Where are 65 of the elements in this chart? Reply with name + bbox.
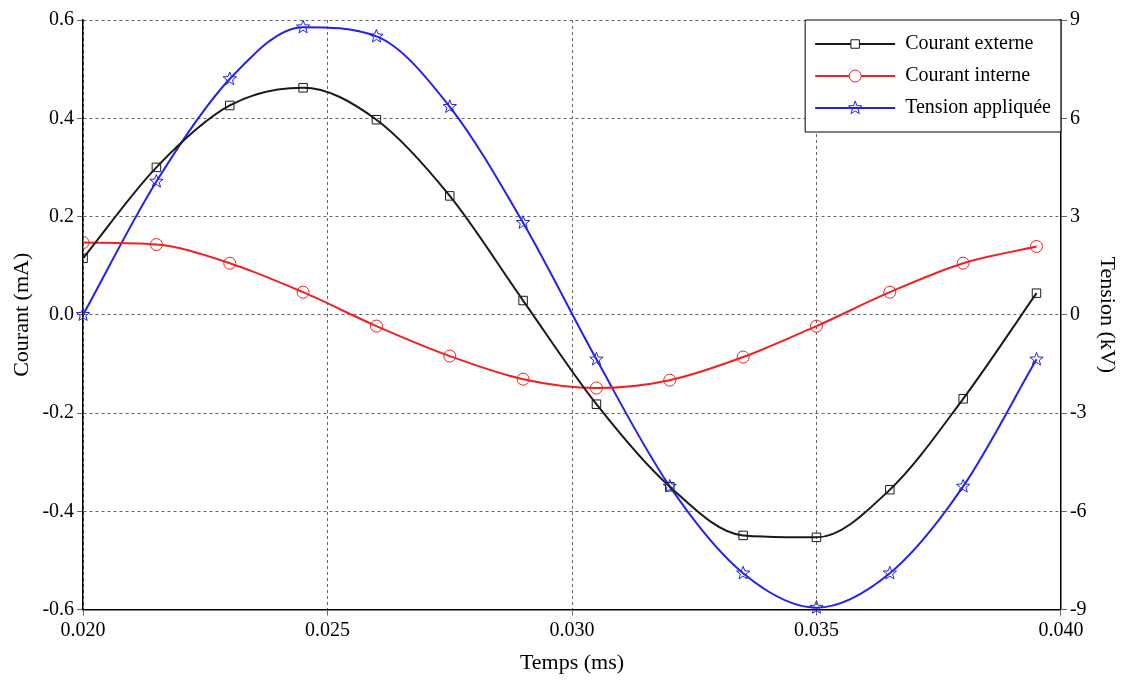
point (1029, 351, 1044, 366)
x-tick-label: 0.020 (60, 617, 106, 640)
point (149, 238, 163, 252)
point (445, 191, 455, 201)
point (663, 373, 677, 387)
y2-tick-label: 0 (1069, 302, 1080, 325)
point (811, 532, 822, 543)
point (296, 285, 310, 299)
point (665, 482, 675, 492)
x-tick-label: 0.025 (305, 617, 351, 640)
x-tick-label: 0.035 (793, 617, 839, 640)
point (75, 307, 91, 321)
point (443, 349, 457, 363)
y-tick-label: -0.2 (42, 400, 75, 423)
point (223, 256, 237, 270)
point (149, 173, 164, 188)
y-axis-title: Courant (mA) (7, 252, 33, 377)
y2-tick-label: 6 (1069, 105, 1080, 128)
y-tick-label: -0.4 (42, 498, 75, 521)
point (883, 285, 897, 299)
point (809, 600, 824, 614)
y-tick-label: 0.4 (49, 105, 75, 128)
point (885, 484, 895, 495)
point (225, 100, 235, 111)
x-tick-label: 0.030 (549, 617, 595, 640)
point (369, 28, 384, 43)
point (1029, 240, 1043, 254)
y2-tick-label: -9 (1069, 596, 1087, 619)
y2-tick-label: 3 (1069, 203, 1080, 226)
point (589, 351, 604, 366)
point (809, 319, 823, 333)
point (738, 530, 748, 541)
point (516, 372, 530, 386)
point (958, 394, 968, 404)
point (371, 115, 382, 125)
point (151, 162, 162, 173)
point (956, 256, 970, 270)
point (369, 319, 383, 333)
point (518, 295, 528, 306)
x-tick-label: 0.040 (1038, 617, 1084, 640)
point (1031, 288, 1042, 298)
point (515, 215, 531, 229)
point (591, 399, 602, 409)
y2-axis-title: Tension (kV) (1096, 256, 1122, 373)
y-tick-label: 0.6 (49, 7, 75, 30)
point (736, 350, 750, 364)
y-tick-label: 0.0 (49, 302, 75, 325)
x-axis-title: Temps (ms) (519, 648, 625, 674)
point (298, 83, 308, 93)
point (222, 71, 237, 86)
y2-tick-label: -6 (1069, 498, 1087, 521)
y-tick-label: -0.6 (42, 596, 75, 619)
legend-label: Courant interne (905, 63, 1031, 86)
y2-tick-label: -3 (1069, 400, 1087, 423)
point (955, 478, 971, 493)
point (442, 99, 457, 113)
point (882, 565, 897, 580)
point (295, 19, 311, 34)
point (662, 478, 677, 493)
point (735, 565, 751, 580)
legend-label: Courant externe (905, 31, 1034, 54)
y2-tick-label: 9 (1069, 7, 1080, 30)
y-tick-label: 0.2 (49, 203, 75, 226)
legend-label: Tension appliquée (905, 95, 1052, 119)
point (589, 381, 603, 395)
